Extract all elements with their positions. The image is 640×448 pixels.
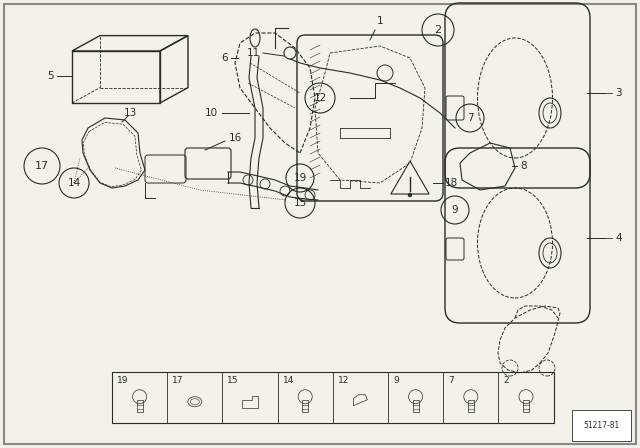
Text: 3: 3 [615, 88, 621, 98]
Text: 12: 12 [338, 376, 349, 385]
Bar [112, 372, 554, 423]
Bar [302, 400, 308, 412]
Bar [523, 400, 529, 412]
Bar [413, 400, 419, 412]
Text: 19: 19 [293, 173, 307, 183]
Text: 7: 7 [448, 376, 454, 385]
Text: 12: 12 [314, 93, 326, 103]
Text: 9: 9 [452, 205, 458, 215]
Text: 6: 6 [221, 53, 228, 63]
Text: 16: 16 [228, 133, 242, 143]
Bar [72, 51, 160, 103]
Text: 11: 11 [247, 48, 260, 58]
Text: 5: 5 [47, 71, 54, 81]
Text: 14: 14 [283, 376, 294, 385]
Text: 10: 10 [205, 108, 218, 118]
Text: 17: 17 [172, 376, 184, 385]
Text: 15: 15 [227, 376, 239, 385]
Text: 9: 9 [393, 376, 399, 385]
Text: 17: 17 [35, 161, 49, 171]
Bar [468, 400, 474, 412]
Text: 4: 4 [615, 233, 621, 243]
Text: 1: 1 [377, 16, 383, 26]
Text: 51217-81: 51217-81 [584, 421, 620, 430]
Text: 15: 15 [293, 198, 307, 208]
Text: 18: 18 [445, 178, 458, 188]
Text: 13: 13 [124, 108, 136, 118]
Text: 2: 2 [435, 25, 442, 35]
Text: 14: 14 [67, 178, 81, 188]
Circle shape [408, 194, 412, 197]
Bar [136, 400, 143, 412]
Text: 7: 7 [467, 113, 474, 123]
Text: 8: 8 [520, 161, 527, 171]
Text: 2: 2 [504, 376, 509, 385]
Text: 19: 19 [117, 376, 129, 385]
